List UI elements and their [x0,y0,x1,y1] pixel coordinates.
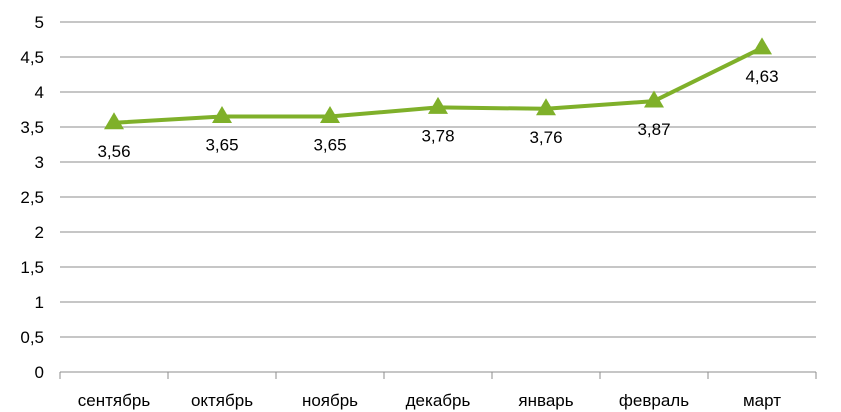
data-label: 3,78 [421,126,454,145]
data-label: 3,76 [529,128,562,147]
series-markers [104,37,772,130]
y-tick-label: 5 [35,13,44,32]
y-tick-label: 0 [35,363,44,382]
x-tick-label: ноябрь [302,391,358,410]
data-point-marker [752,37,772,55]
data-label: 3,65 [313,136,346,155]
y-tick-label: 1 [35,293,44,312]
y-tick-label: 2 [35,223,44,242]
data-point-marker [536,98,556,116]
data-point-marker [644,90,664,108]
data-point-marker [320,105,340,123]
data-point-marker [104,112,124,130]
x-tick-label: февраль [619,391,689,410]
x-axis [59,371,817,379]
y-tick-label: 1,5 [20,258,44,277]
x-tick-label: декабрь [406,391,471,410]
x-axis-tick-labels: сентябрь октябрь ноябрь декабрь январь феврал… [78,391,781,410]
data-labels: 3,56 3,65 3,65 3,78 3,76 3,87 4,63 [97,67,778,161]
y-tick-label: 3,5 [20,118,44,137]
y-tick-label: 4,5 [20,48,44,67]
data-label: 3,87 [637,120,670,139]
data-label: 3,56 [97,142,130,161]
x-tick-label: октябрь [191,391,253,410]
y-tick-label: 2,5 [20,188,44,207]
y-tick-label: 0,5 [20,328,44,347]
x-tick-label: январь [518,391,573,410]
data-point-marker [428,96,448,114]
gridlines [60,21,816,338]
data-point-marker [212,105,232,123]
data-label: 3,65 [205,136,238,155]
data-label: 4,63 [745,67,778,86]
x-tick-label: март [743,391,781,410]
y-axis-tick-labels: 0 0,5 1 1,5 2 2,5 3 3,5 4 4,5 5 [20,13,44,382]
y-tick-label: 4 [35,83,44,102]
y-tick-label: 3 [35,153,44,172]
x-tick-label: сентябрь [78,391,151,410]
